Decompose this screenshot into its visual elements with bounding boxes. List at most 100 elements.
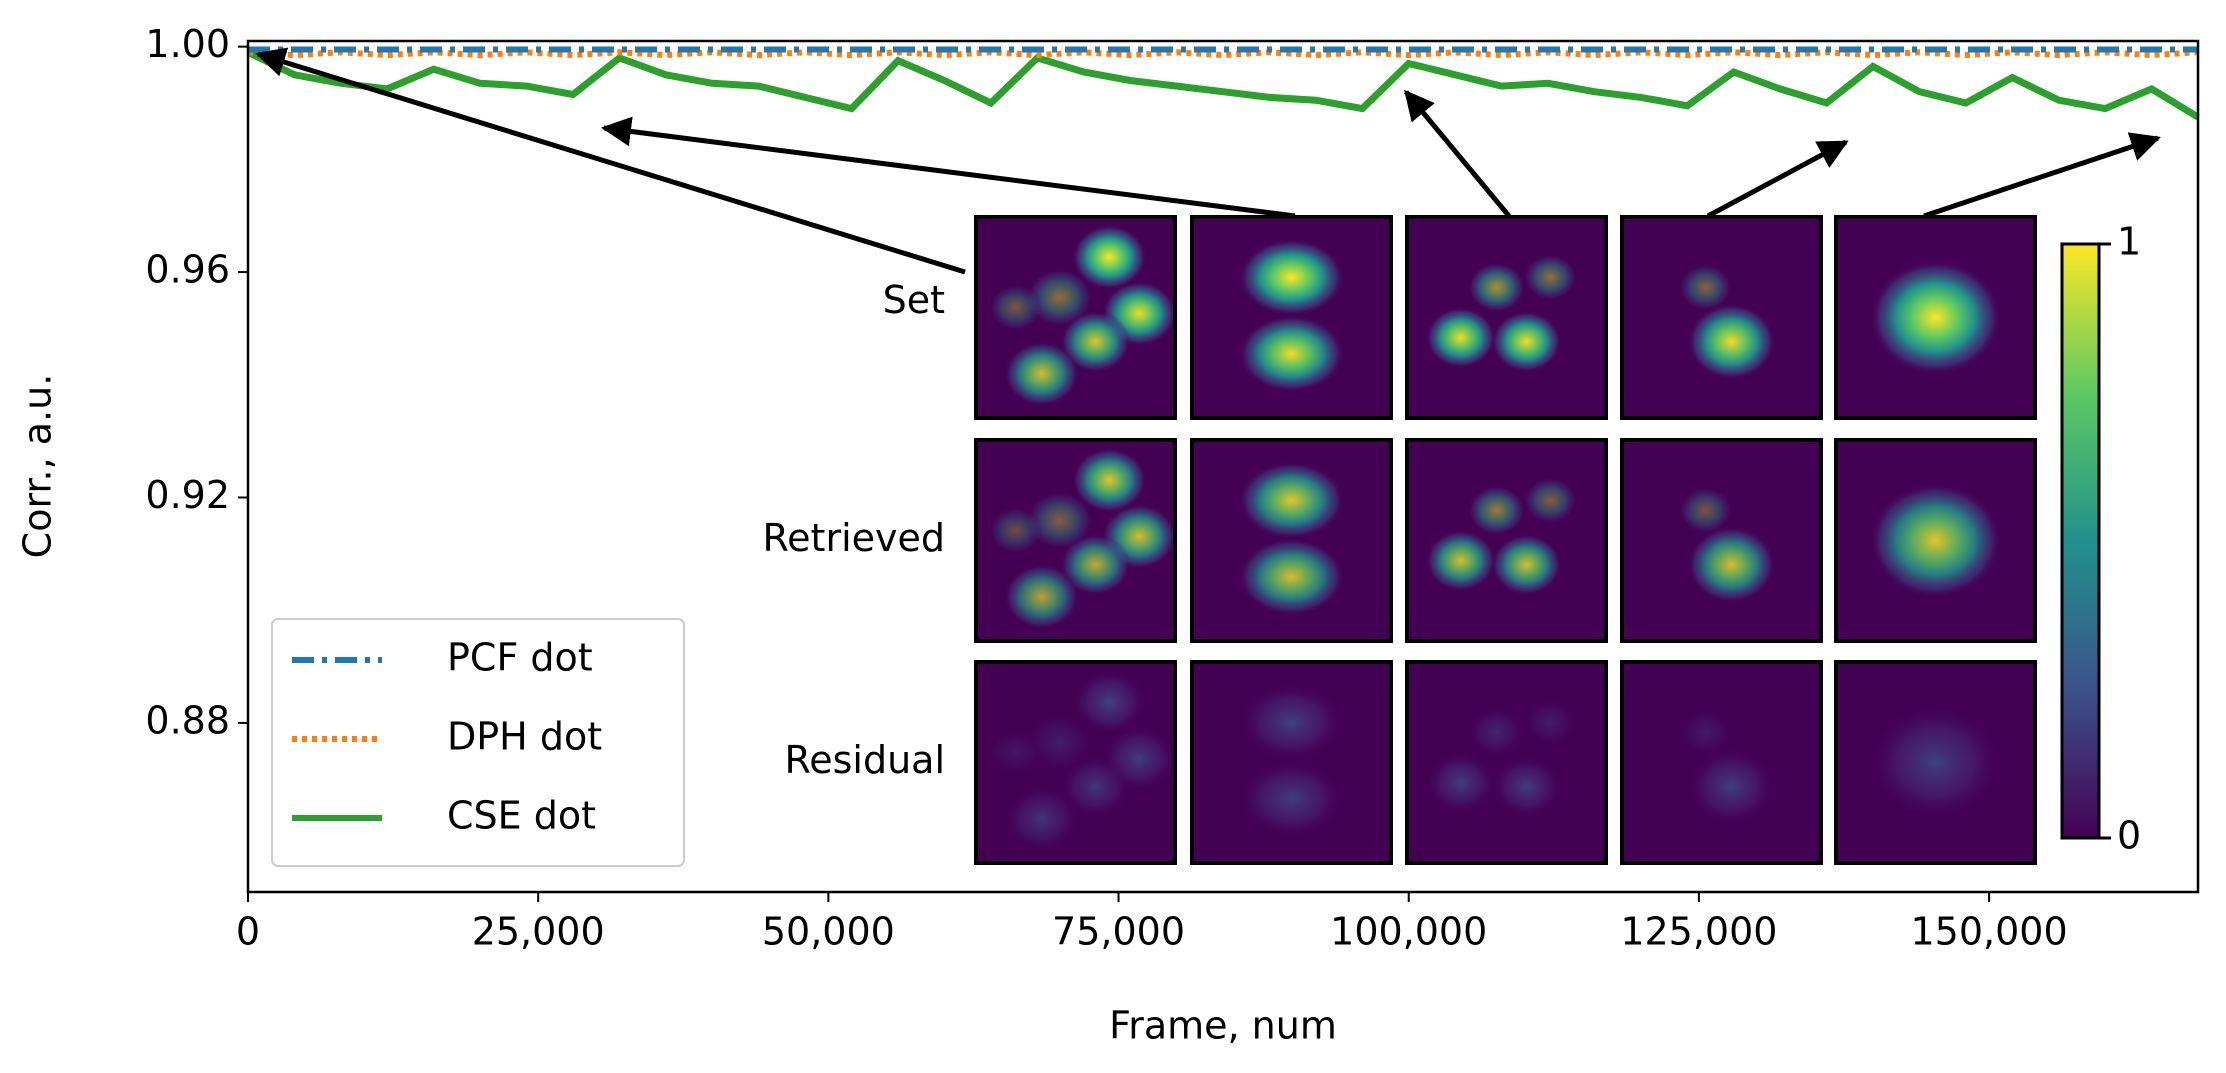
x-tick-label: 0 bbox=[236, 910, 260, 954]
inset-image bbox=[974, 215, 1177, 420]
inset-border bbox=[1405, 215, 1608, 420]
inset-blob bbox=[1869, 705, 2002, 820]
inset-blob bbox=[1238, 683, 1345, 761]
inset-image bbox=[974, 438, 1177, 643]
inset-border bbox=[1405, 660, 1608, 865]
y-tick-label: 1.00 bbox=[145, 22, 230, 66]
inset-blob bbox=[1072, 669, 1147, 735]
x-tick-label: 50,000 bbox=[762, 910, 895, 954]
inset-image bbox=[1620, 660, 1823, 865]
colorbar-tick-label: 1 bbox=[2117, 220, 2141, 264]
inset-blob bbox=[1524, 254, 1577, 301]
inset-image bbox=[1620, 215, 1823, 420]
inset-image bbox=[1834, 660, 2037, 865]
inset-blob bbox=[1679, 487, 1732, 534]
inset-row-label: Set bbox=[883, 278, 945, 322]
inset-blob bbox=[1238, 760, 1345, 838]
inset-blob bbox=[1072, 224, 1147, 290]
inset-image bbox=[1620, 438, 1823, 643]
inset-blob bbox=[989, 729, 1043, 776]
x-tick-label: 125,000 bbox=[1620, 910, 1777, 954]
inset-image bbox=[974, 660, 1177, 865]
inset-blob bbox=[1072, 447, 1147, 513]
colorbar-tick-label: 0 bbox=[2117, 814, 2141, 858]
inset-blob bbox=[1524, 699, 1577, 746]
legend-label: DPH dot bbox=[447, 715, 602, 759]
inset-image bbox=[1834, 215, 2037, 420]
inset-blob bbox=[1491, 311, 1562, 373]
x-tick-label: 100,000 bbox=[1330, 910, 1487, 954]
x-tick-label: 25,000 bbox=[472, 910, 605, 954]
inset-border bbox=[974, 438, 1177, 643]
inset-blob bbox=[1425, 307, 1496, 369]
inset-blob bbox=[1026, 713, 1093, 772]
inset-blob bbox=[1869, 260, 2002, 375]
inset-blob bbox=[989, 284, 1043, 331]
inset-blob bbox=[1468, 707, 1526, 758]
inset-border bbox=[1620, 215, 1823, 420]
inset-row-label: Retrieved bbox=[762, 516, 945, 560]
inset-image bbox=[1405, 438, 1608, 643]
inset-blob bbox=[1004, 564, 1079, 630]
y-axis-label: Corr., a.u. bbox=[16, 374, 60, 559]
colorbar bbox=[2060, 242, 2101, 840]
inset-blob bbox=[1238, 315, 1345, 393]
inset-border bbox=[974, 660, 1177, 865]
inset-blob bbox=[1060, 311, 1131, 373]
series-line bbox=[246, 49, 2200, 121]
inset-blob bbox=[1687, 748, 1776, 825]
inset-blob bbox=[1238, 538, 1345, 616]
inset-blob bbox=[1060, 756, 1131, 818]
inset-blob bbox=[1687, 526, 1776, 603]
x-tick-label: 150,000 bbox=[1911, 910, 2068, 954]
inset-border bbox=[1405, 438, 1608, 643]
inset-border bbox=[1620, 660, 1823, 865]
inset-blob bbox=[1491, 756, 1562, 818]
inset-blob bbox=[1238, 238, 1345, 316]
inset-image bbox=[1190, 215, 1393, 420]
inset-blob bbox=[1679, 709, 1732, 756]
x-axis-label: Frame, num bbox=[1109, 1004, 1337, 1048]
y-tick-label: 0.88 bbox=[145, 698, 230, 742]
inset-image bbox=[1834, 438, 2037, 643]
inset-blob bbox=[1425, 752, 1496, 814]
legend-label: PCF dot bbox=[447, 636, 593, 680]
inset-blob bbox=[1026, 268, 1093, 327]
lines bbox=[246, 46, 2200, 121]
inset-blob bbox=[1004, 341, 1079, 407]
inset-blob bbox=[1026, 491, 1093, 550]
inset-blob bbox=[1004, 786, 1079, 852]
inset-blob bbox=[989, 507, 1043, 554]
inset-border bbox=[1190, 660, 1393, 865]
inset-blob bbox=[1425, 530, 1496, 592]
inset-border bbox=[1834, 438, 2037, 643]
inset-image bbox=[1405, 215, 1608, 420]
inset-blob bbox=[1491, 534, 1562, 596]
inset-row-label: Residual bbox=[785, 738, 945, 782]
inset-border bbox=[1834, 660, 2037, 865]
inset-blob bbox=[1687, 303, 1776, 380]
inset-blob bbox=[1524, 477, 1577, 524]
inset-blob bbox=[1060, 534, 1131, 596]
inset-blob bbox=[1679, 264, 1732, 311]
inset-blob bbox=[1238, 461, 1345, 539]
arrows bbox=[255, 47, 2161, 275]
inset-image bbox=[1405, 660, 1608, 865]
plot-frame bbox=[246, 39, 2200, 894]
inset-image bbox=[1190, 438, 1393, 643]
inset-border bbox=[1190, 438, 1393, 643]
inset-border bbox=[1620, 438, 1823, 643]
series-line bbox=[247, 49, 2199, 59]
y-tick-label: 0.96 bbox=[145, 248, 230, 292]
x-tick-label: 75,000 bbox=[1052, 910, 1185, 954]
y-tick-label: 0.92 bbox=[145, 473, 230, 517]
inset-border bbox=[1190, 215, 1393, 420]
inset-blob bbox=[1869, 483, 2002, 598]
inset-blob bbox=[1468, 485, 1526, 536]
inset-border bbox=[1834, 215, 2037, 420]
inset-image bbox=[1190, 660, 1393, 865]
legend-box bbox=[271, 618, 685, 867]
legend-label: CSE dot bbox=[447, 794, 596, 838]
inset-blob bbox=[1468, 262, 1526, 313]
